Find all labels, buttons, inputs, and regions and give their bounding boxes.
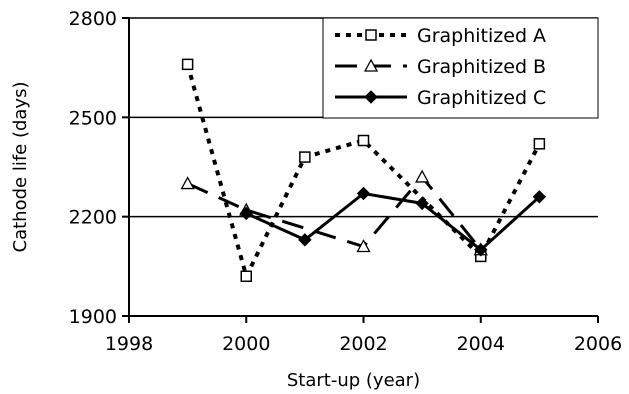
data-point-s0-1999 xyxy=(181,58,194,71)
data-point-s0-2002 xyxy=(357,134,370,147)
x-tick-label-2004: 2004 xyxy=(457,333,505,355)
data-point-s1-2003 xyxy=(415,169,430,183)
data-point-s1-1999 xyxy=(180,176,195,190)
data-point-s2-2003 xyxy=(415,196,429,211)
tick-marks xyxy=(122,17,599,323)
series-markers xyxy=(180,58,547,283)
data-point-s0-2000 xyxy=(240,270,252,283)
y-tick-label-1900: 1900 xyxy=(69,306,117,328)
series-line-2 xyxy=(245,192,541,252)
y-axis-title: Cathode life (days) xyxy=(10,82,31,253)
x-tick-label-2006: 2006 xyxy=(574,333,622,355)
legend-marker-2 xyxy=(364,90,378,104)
x-tick-label-2000: 2000 xyxy=(222,333,270,355)
tick-labels: 1900 2200 2500 2800 1998 2000 2002 2004 2006 xyxy=(69,8,623,355)
data-point-s2-2001 xyxy=(298,233,312,247)
y-tick-label-2500: 2500 xyxy=(69,107,117,129)
data-point-s2-2005 xyxy=(532,190,547,204)
data-point-s2-2004 xyxy=(474,243,488,257)
data-point-s2-2002 xyxy=(356,186,371,201)
legend-marker-1 xyxy=(363,58,379,72)
data-point-s0-2005 xyxy=(533,138,546,150)
y-tick-label-2200: 2200 xyxy=(69,207,117,229)
x-axis-title: Start-up (year) xyxy=(287,370,420,391)
data-point-s1-2002 xyxy=(356,239,371,253)
x-tick-label-1998: 1998 xyxy=(105,333,153,355)
x-tick-label-2002: 2002 xyxy=(339,333,387,355)
data-point-s0-2001 xyxy=(299,151,311,163)
data-point-s2-2000 xyxy=(239,206,253,221)
y-tick-label-2800: 2800 xyxy=(69,8,117,30)
legend-marker-0 xyxy=(365,29,377,41)
legend: Graphitized A Graphitized B Graphitized C xyxy=(322,17,599,119)
legend-label-1: Graphitized B xyxy=(417,56,546,78)
legend-label-0: Graphitized A xyxy=(417,25,546,47)
legend-label-2: Graphitized C xyxy=(417,87,546,109)
